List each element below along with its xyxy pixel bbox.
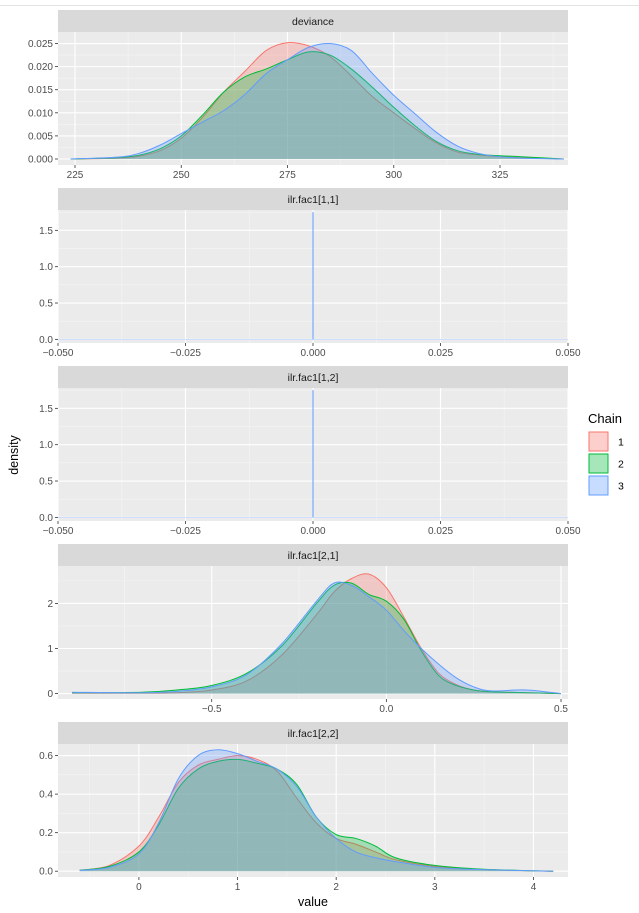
y-tick-label: 1.0: [39, 262, 53, 273]
x-tick-label: 0.5: [554, 704, 568, 715]
x-tick-label: 325: [492, 170, 509, 181]
strip-ilr-fac1-2-2: [58, 722, 568, 744]
legend: Chain 1 2 3: [588, 411, 624, 496]
density-area-chain-2: [70, 51, 564, 159]
density-line-chain-2: [70, 51, 564, 160]
y-axis-title: density: [7, 434, 21, 474]
strip-label: ilr.fac1[2,1]: [288, 550, 339, 562]
legend-key-chain-2: [588, 453, 609, 474]
y-tick-label: 0.0: [39, 513, 53, 524]
strip-label: ilr.fac1[2,2]: [288, 728, 339, 740]
legend-key-chain-3: [588, 475, 609, 496]
x-tick-label: 0.0: [379, 704, 393, 715]
density-area-chain-2: [71, 582, 562, 694]
y-tick-label: 1.5: [39, 404, 53, 415]
legend-title: Chain: [588, 411, 622, 426]
y-tick-label: 0.4: [39, 790, 53, 801]
x-tick-label: 4: [531, 882, 537, 893]
x-tick-label: 0: [136, 882, 142, 893]
panel-background: [58, 566, 568, 699]
density-area-chain-3: [71, 582, 562, 694]
x-tick-label: 0.000: [300, 348, 325, 359]
x-axis-title: value: [298, 895, 328, 909]
y-tick-label: 0.025: [28, 39, 53, 50]
density-area-chain-3: [70, 43, 564, 159]
panel-deviance: deviance 225 250 275 300 325 0.000 0.005 0.010 0.…: [28, 10, 568, 181]
x-tick-label: 275: [279, 170, 296, 181]
x-tick-label: 0.025: [428, 526, 453, 537]
y-tick-label: 0.000: [28, 154, 53, 165]
x-tick-label: 250: [173, 170, 190, 181]
strip-ilr-fac1-2-1: [58, 544, 568, 566]
y-tick-label: 0: [47, 689, 53, 700]
x-tick-label: −0.025: [170, 348, 201, 359]
panel-background: [58, 32, 568, 165]
density-area-chain-1: [71, 573, 562, 694]
strip-label: ilr.fac1[1,2]: [288, 372, 339, 384]
y-tick-label: 0.020: [28, 62, 53, 73]
density-line-chain-3: [79, 749, 554, 872]
density-area-chain-3: [79, 749, 554, 872]
x-tick-label: 300: [385, 170, 402, 181]
x-tick-label: 0.050: [555, 348, 580, 359]
x-tick-label: 225: [67, 170, 84, 181]
y-tick-label: 1: [47, 644, 53, 655]
x-tick-label: 1: [235, 882, 241, 893]
panel-background: [58, 744, 568, 877]
y-tick-label: 0.0: [39, 335, 53, 346]
x-tick-label: −0.5: [202, 704, 222, 715]
y-tick-label: 1.5: [39, 226, 53, 237]
y-tick-label: 1.0: [39, 440, 53, 451]
y-tick-label: 0.6: [39, 751, 53, 762]
panel-ilr-fac1-2-2: ilr.fac1[2,2] 0 1 2 3 4 0.0 0.2 0.4 0.6: [39, 722, 568, 893]
density-line-chain-1: [79, 755, 554, 872]
density-line-chain-3: [70, 42, 564, 160]
x-tick-label: 0.000: [300, 526, 325, 537]
strip-label: deviance: [292, 16, 334, 28]
legend-keys: 1 2 3: [588, 431, 624, 496]
y-tick-label: 0.0: [39, 867, 53, 878]
x-tick-label: −0.025: [170, 526, 201, 537]
y-tick-label: 0.005: [28, 131, 53, 142]
density-area-chain-1: [79, 755, 554, 872]
legend-key-chain-1: [588, 431, 609, 452]
x-tick-label: 2: [333, 882, 339, 893]
y-tick-label: 0.5: [39, 477, 53, 488]
x-tick-label: −0.050: [43, 348, 74, 359]
density-area-chain-1: [70, 42, 564, 159]
strip-ilr-fac1-1-1: [58, 188, 568, 210]
strip-label: ilr.fac1[1,1]: [288, 194, 339, 206]
legend-label-chain-3: 3: [618, 481, 624, 493]
density-line-chain-1: [70, 41, 564, 160]
legend-label-chain-1: 1: [618, 437, 624, 449]
y-tick-label: 0.5: [39, 299, 53, 310]
y-tick-label: 2: [47, 599, 53, 610]
y-tick-label: 0.2: [39, 828, 53, 839]
strip-deviance: [58, 10, 568, 32]
strip-ilr-fac1-1-2: [58, 366, 568, 388]
panel-ilr-fac1-2-1: ilr.fac1[2,1] −0.5 0.0 0.5 0 1 2: [47, 544, 568, 715]
legend-label-chain-2: 2: [618, 459, 624, 471]
y-tick-label: 0.010: [28, 108, 53, 119]
x-tick-label: 0.025: [428, 348, 453, 359]
density-line-chain-3: [71, 581, 562, 695]
density-line-chain-2: [71, 581, 562, 695]
x-tick-label: 3: [432, 882, 438, 893]
y-tick-label: 0.015: [28, 85, 53, 96]
panel-ilr-fac1-1-2: ilr.fac1[1,2] −0.050 −0.025 0.000 0.025 0.050…: [39, 366, 581, 537]
x-tick-label: −0.050: [43, 526, 74, 537]
panel-ilr-fac1-1-1: ilr.fac1[1,1] −0.050 −0.025 0.000 0.025 0.050…: [39, 188, 581, 359]
density-area-chain-2: [79, 759, 554, 872]
x-tick-label: 0.050: [555, 526, 580, 537]
